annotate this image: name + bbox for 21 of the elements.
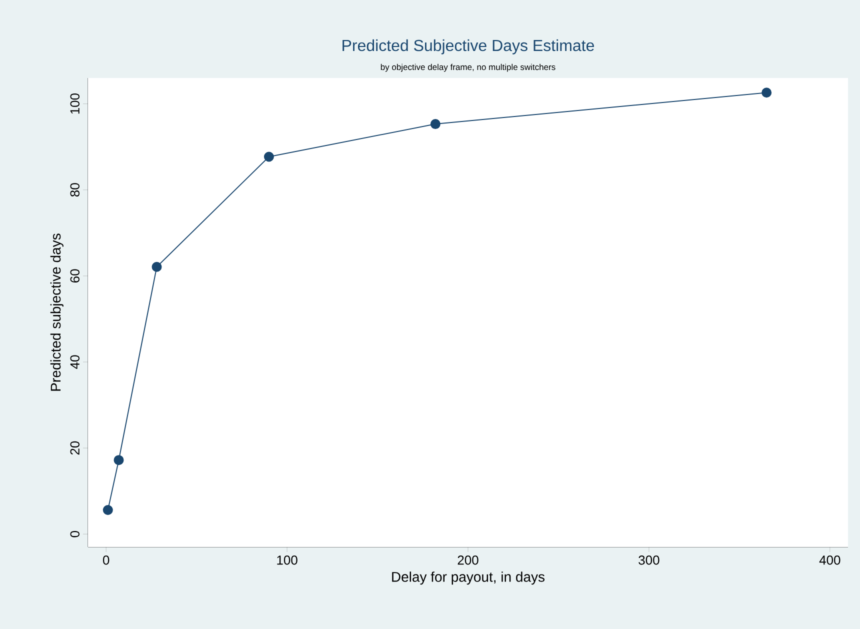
x-tick-label: 0	[102, 556, 110, 565]
point	[762, 88, 772, 98]
y-tick-label: 40	[70, 355, 80, 369]
x-tick-label: 100	[277, 556, 298, 565]
y-tick-label: 80	[70, 183, 80, 197]
point	[430, 119, 440, 130]
y-axis-title: Predicted subjective days	[50, 234, 64, 391]
y-tick-label: 0	[70, 530, 80, 538]
point	[152, 262, 162, 272]
y-tick-label: 60	[70, 269, 80, 282]
point	[114, 455, 124, 466]
x-tick-label: 200	[458, 556, 478, 565]
y-tick-label: 20	[70, 441, 80, 455]
x-tick-label: 300	[638, 556, 660, 565]
y-tick-label: 100	[70, 93, 80, 114]
point	[102, 504, 113, 515]
x-axis-title: Delay for payout, in days	[392, 572, 545, 585]
chart-title: Predicted Subjective Days Estimate	[342, 39, 594, 54]
x-tick-label: 400	[819, 556, 840, 565]
point	[264, 152, 274, 162]
chart-subtitle: by objective delay frame, no multiple switchers	[380, 64, 556, 72]
